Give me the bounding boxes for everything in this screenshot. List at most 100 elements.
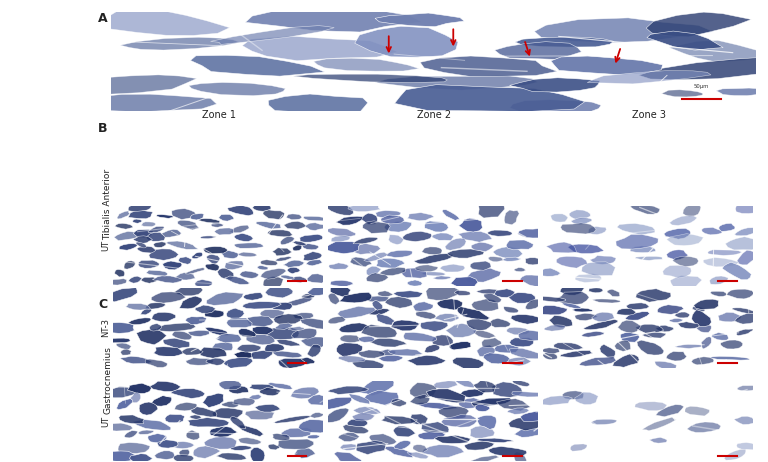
Polygon shape <box>693 306 705 312</box>
Polygon shape <box>506 240 533 250</box>
Text: Zone 2: Zone 2 <box>417 110 451 120</box>
Polygon shape <box>376 258 405 268</box>
Polygon shape <box>720 340 743 349</box>
Text: Tibialis Anterior: Tibialis Anterior <box>103 169 112 240</box>
Text: Zone 3: Zone 3 <box>632 110 666 120</box>
Polygon shape <box>393 291 423 298</box>
Polygon shape <box>239 328 256 337</box>
Polygon shape <box>647 31 723 50</box>
Polygon shape <box>366 296 389 302</box>
Polygon shape <box>583 320 618 330</box>
Polygon shape <box>154 346 184 356</box>
Polygon shape <box>283 260 304 267</box>
Polygon shape <box>205 327 230 336</box>
Polygon shape <box>166 241 198 249</box>
Polygon shape <box>378 291 393 297</box>
Polygon shape <box>670 275 702 289</box>
Polygon shape <box>626 303 649 310</box>
Polygon shape <box>489 318 511 328</box>
Polygon shape <box>562 303 581 309</box>
Polygon shape <box>473 331 495 338</box>
Polygon shape <box>141 309 151 315</box>
Polygon shape <box>508 418 541 431</box>
Polygon shape <box>581 331 604 337</box>
Polygon shape <box>685 407 710 416</box>
Polygon shape <box>260 310 284 318</box>
Polygon shape <box>372 300 382 310</box>
Polygon shape <box>150 381 180 391</box>
Polygon shape <box>569 210 591 219</box>
Polygon shape <box>366 266 381 276</box>
Polygon shape <box>657 305 684 314</box>
Polygon shape <box>466 268 501 282</box>
Polygon shape <box>432 233 454 241</box>
Polygon shape <box>233 398 255 406</box>
Polygon shape <box>230 446 251 450</box>
Polygon shape <box>234 243 263 248</box>
Polygon shape <box>190 213 204 220</box>
Polygon shape <box>435 314 459 322</box>
Polygon shape <box>512 380 530 386</box>
Polygon shape <box>225 276 250 285</box>
Polygon shape <box>355 26 458 57</box>
Polygon shape <box>476 289 501 294</box>
Polygon shape <box>265 286 293 298</box>
Polygon shape <box>369 309 390 315</box>
Polygon shape <box>414 254 453 264</box>
Polygon shape <box>350 257 372 267</box>
Polygon shape <box>121 37 240 50</box>
Polygon shape <box>504 307 518 313</box>
Polygon shape <box>281 427 312 438</box>
Polygon shape <box>568 244 604 254</box>
Polygon shape <box>103 386 137 398</box>
Polygon shape <box>115 223 133 229</box>
Polygon shape <box>575 313 598 321</box>
Polygon shape <box>300 337 332 348</box>
Polygon shape <box>288 327 304 331</box>
Polygon shape <box>138 430 154 434</box>
Polygon shape <box>434 381 458 389</box>
Polygon shape <box>146 303 166 309</box>
Polygon shape <box>114 269 124 277</box>
Polygon shape <box>237 345 261 352</box>
Polygon shape <box>456 378 474 388</box>
Polygon shape <box>669 40 765 62</box>
Polygon shape <box>221 250 238 259</box>
Polygon shape <box>301 244 319 250</box>
Polygon shape <box>225 261 243 270</box>
Polygon shape <box>145 359 167 367</box>
Polygon shape <box>511 315 542 324</box>
Polygon shape <box>263 210 284 219</box>
Polygon shape <box>488 257 503 262</box>
Polygon shape <box>407 280 422 286</box>
Polygon shape <box>551 214 568 222</box>
Polygon shape <box>191 407 217 417</box>
Polygon shape <box>422 445 464 458</box>
Polygon shape <box>313 58 419 71</box>
Polygon shape <box>458 398 483 408</box>
Polygon shape <box>260 268 286 279</box>
Polygon shape <box>691 357 714 365</box>
Polygon shape <box>186 358 214 365</box>
Polygon shape <box>222 401 239 407</box>
Polygon shape <box>362 213 377 225</box>
Polygon shape <box>494 345 519 353</box>
Polygon shape <box>478 415 496 430</box>
Polygon shape <box>391 320 419 331</box>
Polygon shape <box>178 257 192 264</box>
Polygon shape <box>157 214 174 219</box>
Polygon shape <box>445 323 477 337</box>
Polygon shape <box>543 353 558 359</box>
Polygon shape <box>322 397 352 409</box>
Polygon shape <box>210 25 334 44</box>
Polygon shape <box>379 267 406 275</box>
Polygon shape <box>737 443 756 450</box>
Polygon shape <box>588 226 607 235</box>
Polygon shape <box>702 227 722 235</box>
Polygon shape <box>458 231 492 242</box>
Polygon shape <box>549 316 572 328</box>
Polygon shape <box>515 428 543 438</box>
Polygon shape <box>146 270 167 276</box>
Polygon shape <box>376 314 395 325</box>
Polygon shape <box>395 461 411 462</box>
